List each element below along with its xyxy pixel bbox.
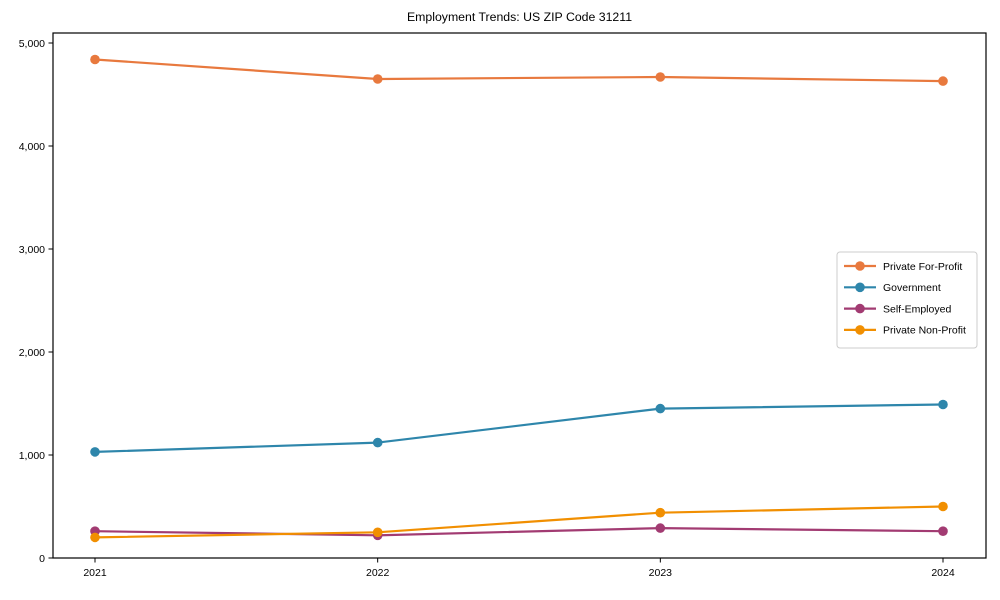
y-tick-label: 2,000 bbox=[19, 347, 45, 359]
series-line-private-for-profit bbox=[94, 58, 944, 83]
series-marker-private-for-profit bbox=[938, 76, 948, 86]
legend-label-self-employed: Self-Employed bbox=[883, 303, 951, 315]
y-tick-label: 1,000 bbox=[19, 450, 45, 462]
series-marker-private-non-profit bbox=[372, 527, 383, 538]
legend-label-private-non-profit: Private Non-Profit bbox=[883, 325, 966, 337]
series-line-private-non-profit bbox=[94, 505, 944, 539]
series-marker-private-for-profit bbox=[372, 74, 383, 84]
series-marker-government bbox=[938, 399, 948, 410]
legend-marker-private-non-profit bbox=[855, 325, 865, 335]
series-marker-government bbox=[90, 447, 100, 457]
legend-marker-government bbox=[855, 282, 865, 293]
series-marker-government bbox=[372, 437, 383, 448]
y-tick-label: 0 bbox=[39, 553, 45, 565]
series-marker-self-employed bbox=[655, 523, 666, 533]
legend-label-private-for-profit: Private For-Profit bbox=[883, 261, 962, 273]
series-marker-private-non-profit bbox=[938, 501, 948, 512]
legend-box bbox=[836, 251, 978, 349]
x-tick-label: 2023 bbox=[649, 567, 673, 579]
legend-marker-self-employed bbox=[855, 303, 865, 314]
series-marker-private-for-profit bbox=[90, 54, 100, 65]
x-tick-label: 2021 bbox=[83, 567, 107, 579]
x-tick-label: 2024 bbox=[931, 567, 955, 579]
legend-marker-private-for-profit bbox=[855, 261, 865, 271]
y-tick-label: 4,000 bbox=[19, 141, 45, 153]
y-tick-label: 3,000 bbox=[19, 244, 45, 256]
series-line-self-employed bbox=[94, 526, 944, 537]
series-marker-self-employed bbox=[938, 526, 948, 536]
y-tick-label: 5,000 bbox=[19, 38, 45, 50]
series-marker-private-non-profit bbox=[90, 532, 100, 543]
series-line-government bbox=[94, 403, 944, 453]
x-tick-label: 2022 bbox=[366, 567, 390, 579]
chart-title: Employment Trends: US ZIP Code 31211 bbox=[406, 10, 633, 24]
plot-frame bbox=[52, 32, 987, 559]
series-marker-private-non-profit bbox=[655, 507, 666, 518]
legend-label-government: Government bbox=[883, 282, 941, 294]
series-marker-private-for-profit bbox=[655, 72, 666, 82]
series-marker-government bbox=[655, 403, 666, 414]
